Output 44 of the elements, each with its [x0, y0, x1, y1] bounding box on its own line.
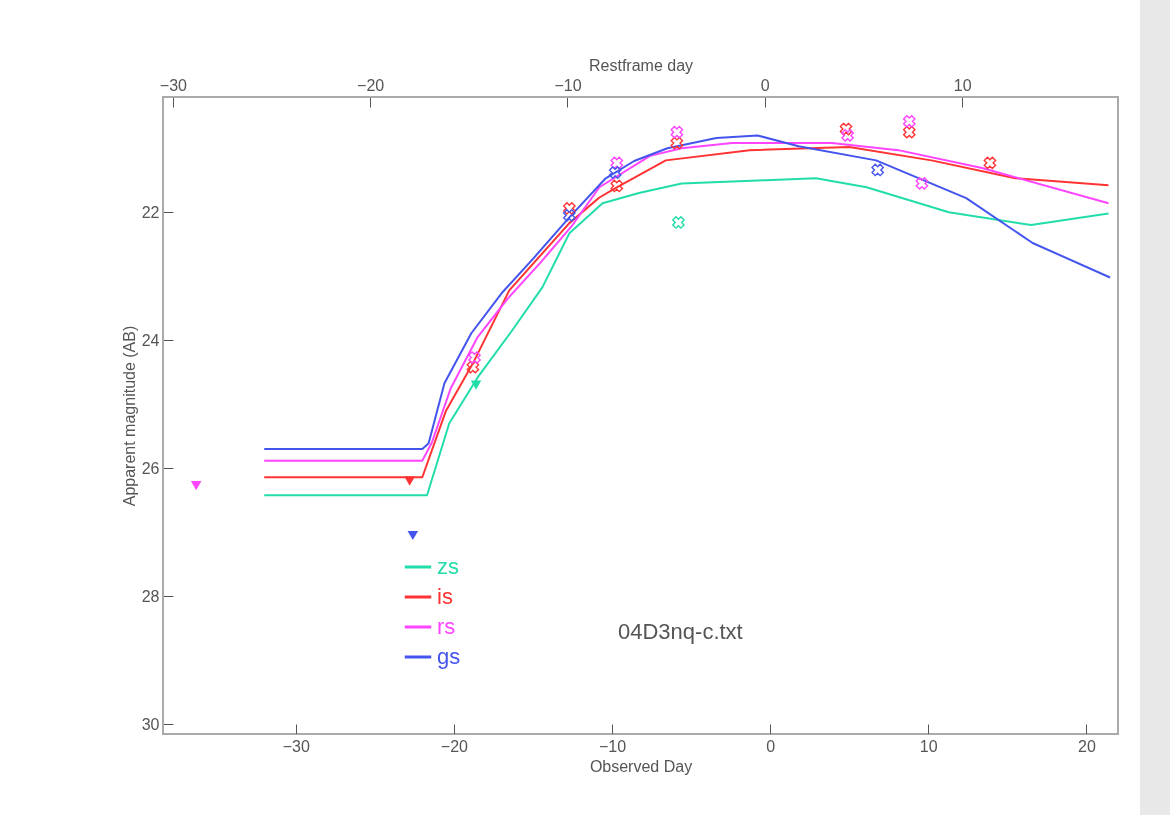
point [915, 177, 929, 190]
x2-tick-label: −10 [554, 76, 582, 94]
legend-label: is [437, 584, 453, 609]
y-tick-label: 24 [141, 331, 160, 349]
point [670, 136, 684, 150]
y-tick-label: 26 [141, 459, 160, 477]
x-tick-label: 10 [919, 737, 938, 755]
point [610, 156, 624, 170]
point [670, 125, 684, 139]
point [468, 351, 481, 364]
x2-tick-label: −20 [357, 76, 385, 94]
x-tick-label: −10 [598, 737, 627, 755]
point [672, 216, 685, 229]
point [902, 114, 916, 128]
annotation: 04D3nq-c.txt [618, 619, 743, 644]
y-tick-label: 30 [141, 715, 160, 733]
point [563, 202, 576, 215]
point [839, 122, 853, 136]
point [610, 179, 624, 193]
point [983, 156, 997, 170]
x-axis-title: Observed Day [589, 757, 693, 775]
y-tick-label: 28 [141, 587, 160, 605]
point [407, 531, 419, 541]
point [902, 125, 916, 139]
x2-tick-label: 10 [953, 76, 972, 94]
x-tick-label: 20 [1077, 737, 1096, 755]
y-axis-title: Apparent magnitude (AB) [120, 325, 138, 507]
y-tick-label: 22 [141, 203, 160, 221]
point [871, 163, 885, 177]
legend-label: gs [437, 644, 461, 669]
x2-tick-label: 0 [760, 76, 770, 94]
point [608, 166, 622, 179]
point [470, 380, 482, 390]
point [563, 209, 576, 222]
x-tick-label: −20 [440, 737, 469, 755]
point [190, 481, 202, 491]
x2-axis-title: Restframe day [588, 56, 694, 74]
point [841, 129, 854, 142]
x-tick-label: 0 [766, 737, 776, 755]
x-tick-label: −30 [282, 737, 310, 755]
legend-label: zs [437, 554, 459, 579]
point [466, 360, 480, 374]
x2-tick-label: −30 [159, 76, 188, 94]
legend-label: rs [437, 614, 456, 639]
